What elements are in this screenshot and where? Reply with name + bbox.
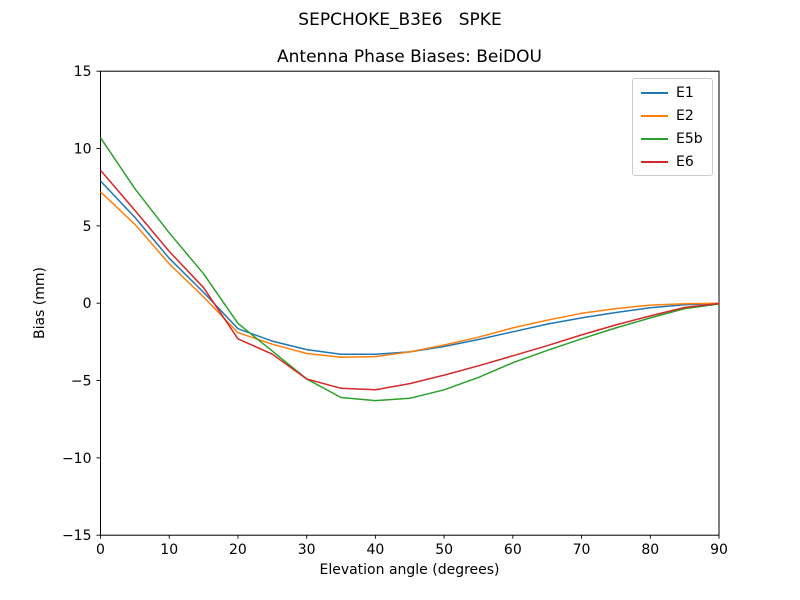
x-tick-label: 10 (160, 542, 178, 558)
x-tick-label: 60 (504, 542, 522, 558)
x-tick-label: 40 (366, 542, 384, 558)
x-tick-label: 80 (641, 542, 659, 558)
legend-label-e5b: E5b (676, 130, 703, 147)
legend-item-e2: E2 (641, 104, 712, 127)
y-axis-label: Bias (mm) (32, 266, 48, 340)
x-tick-label: 90 (710, 542, 728, 558)
legend-item-e5b: E5b (641, 127, 712, 150)
y-tick-label: −5 (71, 374, 92, 390)
x-tick-label: 0 (96, 542, 105, 558)
series-line-E1 (99, 180, 720, 355)
legend-line-sample-e2 (641, 114, 668, 117)
y-tick-label: 5 (83, 219, 92, 235)
legend-line-sample-e6 (641, 160, 668, 163)
series-line-E6 (99, 169, 720, 391)
x-tick-label: 20 (229, 542, 247, 558)
legend-line-sample-e1 (641, 91, 668, 94)
legend-line-sample-e5b (641, 137, 668, 140)
x-tick-label: 50 (435, 542, 453, 558)
legend: E1 E2 E5b E6 (632, 78, 713, 176)
x-tick-label: 30 (298, 542, 316, 558)
x-axis-label: Elevation angle (degrees) (319, 562, 500, 578)
axes-frame (100, 70, 720, 536)
legend-item-e6: E6 (641, 150, 712, 173)
axes-title: Antenna Phase Biases: BeiDOU (277, 47, 542, 67)
series-line-E5b (99, 137, 720, 402)
legend-label-e6: E6 (676, 153, 694, 170)
y-tick-label: 15 (74, 64, 92, 80)
y-tick-label: −15 (62, 528, 92, 544)
x-tick-label: 70 (573, 542, 591, 558)
legend-item-e1: E1 (641, 81, 712, 104)
figure-suptitle: SEPCHOKE_B3E6 SPKE (298, 10, 502, 30)
y-tick-label: 10 (74, 142, 92, 158)
legend-label-e2: E2 (676, 107, 694, 124)
y-tick-label: −10 (62, 451, 92, 467)
series-line-E2 (99, 191, 720, 359)
legend-label-e1: E1 (676, 84, 694, 101)
y-tick-label: 0 (83, 296, 92, 312)
